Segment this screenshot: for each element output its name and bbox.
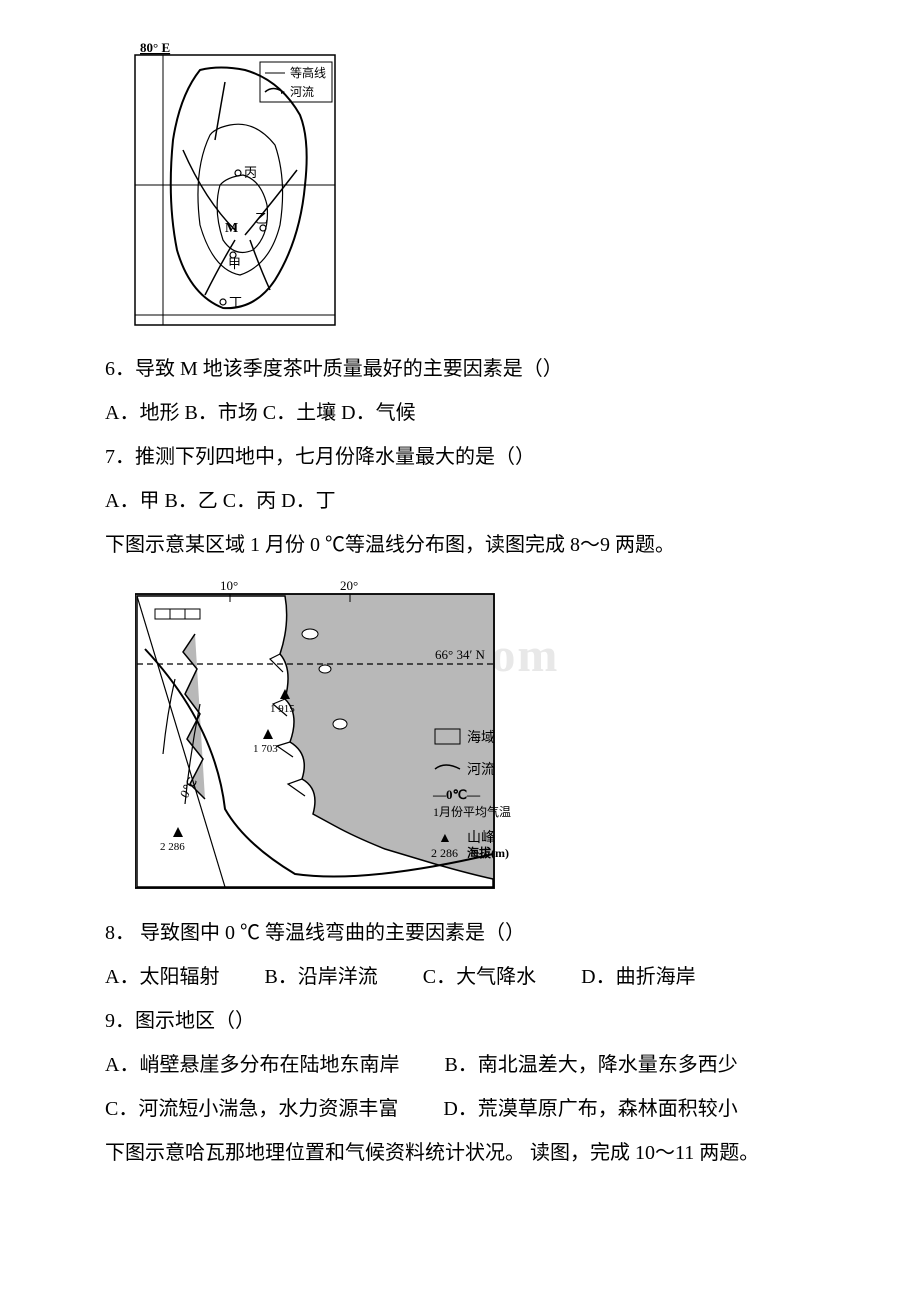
map2-coord-20: 20° xyxy=(340,578,358,593)
q9-options-row2: C．河流短小湍急，水力资源丰富 D．荒漠草原广布，森林面积较小 xyxy=(105,1090,815,1128)
map1-label-bing: 丙 xyxy=(244,165,257,180)
map1-label-jia: 甲 xyxy=(228,256,241,271)
q6-optA: A．地形 xyxy=(105,402,179,424)
q7-text: 7．推测下列四地中，七月份降水量最大的是（） xyxy=(105,438,815,476)
q8-options: A．太阳辐射 B．沿岸洋流 C．大气降水 D．曲折海岸 xyxy=(105,958,815,996)
map1-container: 80° E 8° N 6° N 等高线 河流 丙 M xyxy=(105,40,815,330)
map2-legend-sea: 海域 xyxy=(467,730,495,746)
q9-optC: C．河流短小湍急，水力资源丰富 xyxy=(105,1098,398,1120)
q6-optC: C．土壤 xyxy=(263,402,336,424)
q7-optB: B．乙 xyxy=(164,490,217,512)
map2-legend-elev: 2 286 xyxy=(431,846,458,860)
map2-svg: 10° 20° 66° 34′ N 0℃ 1 915 1 703 2 286 xyxy=(135,574,545,894)
map2-legend-temptext: 1月份平均气温 xyxy=(433,804,511,819)
map2-legend-peak-sym: ▲ xyxy=(438,831,452,846)
q7-options: A．甲 B．乙 C．丙 D．丁 xyxy=(105,482,815,520)
q9-optB: B．南北温差大，降水量东多西少 xyxy=(444,1054,737,1076)
q8-optB: B．沿岸洋流 xyxy=(264,966,377,988)
q7-optC: C．丙 xyxy=(223,490,276,512)
map1-legend-river: 河流 xyxy=(290,85,314,99)
intro-89: 下图示意某区域 1 月份 0 ℃等温线分布图，读图完成 8～9 两题。 xyxy=(105,526,815,564)
q7-optA: A．甲 xyxy=(105,490,159,512)
map2-peak2: 1 703 xyxy=(253,743,278,755)
map1-label-ding: 丁 xyxy=(229,295,242,310)
intro-1011: 下图示意哈瓦那地理位置和气候资料统计状况。 读图，完成 10～11 两题。 xyxy=(105,1134,815,1172)
q9-options-row1: A．峭壁悬崖多分布在陆地东南岸 B．南北温差大，降水量东多西少 xyxy=(105,1046,815,1084)
q7-optD: D．丁 xyxy=(281,490,335,512)
q6-optD: D．气候 xyxy=(341,402,415,424)
map2-coord-lat: 66° 34′ N xyxy=(435,647,486,662)
map2-legend-river: 河流 xyxy=(467,762,495,778)
q9-optD: D．荒漠草原广布，森林面积较小 xyxy=(443,1098,737,1120)
map1-legend-contour: 等高线 xyxy=(290,65,326,80)
q8-optD: D．曲折海岸 xyxy=(581,966,695,988)
map2-peak3: 2 286 xyxy=(160,841,185,853)
q8-optC: C．大气降水 xyxy=(423,966,536,988)
q6-options: A．地形 B．市场 C．土壤 D．气候 xyxy=(105,394,815,432)
q6-text: 6．导致 M 地该季度茶叶质量最好的主要因素是（） xyxy=(105,350,815,388)
map2-legend-templine: —0℃— xyxy=(432,787,481,802)
map1-coord-top: 80° E xyxy=(140,40,170,55)
map2-legend-peaktext: 山峰 xyxy=(467,830,495,846)
map1-svg: 80° E 8° N 6° N 等高线 河流 丙 M xyxy=(105,40,340,330)
q8-optA: A．太阳辐射 xyxy=(105,966,219,988)
q9-optA: A．峭壁悬崖多分布在陆地东南岸 xyxy=(105,1054,399,1076)
map2-coord-10: 10° xyxy=(220,578,238,593)
map2-peak1: 1 915 xyxy=(270,703,295,715)
q8-text: 8． 导致图中 0 ℃ 等温线弯曲的主要因素是（） xyxy=(105,914,815,952)
map2-legend-elevtext: 海拔(m) xyxy=(467,845,509,860)
map2-container: 10° 20° 66° 34′ N 0℃ 1 915 1 703 2 286 xyxy=(135,574,815,894)
q6-optB: B．市场 xyxy=(184,402,257,424)
map1-label-yi: 乙 xyxy=(255,211,268,226)
q9-text: 9．图示地区（） xyxy=(105,1002,815,1040)
map1-label-m: M xyxy=(225,221,238,236)
